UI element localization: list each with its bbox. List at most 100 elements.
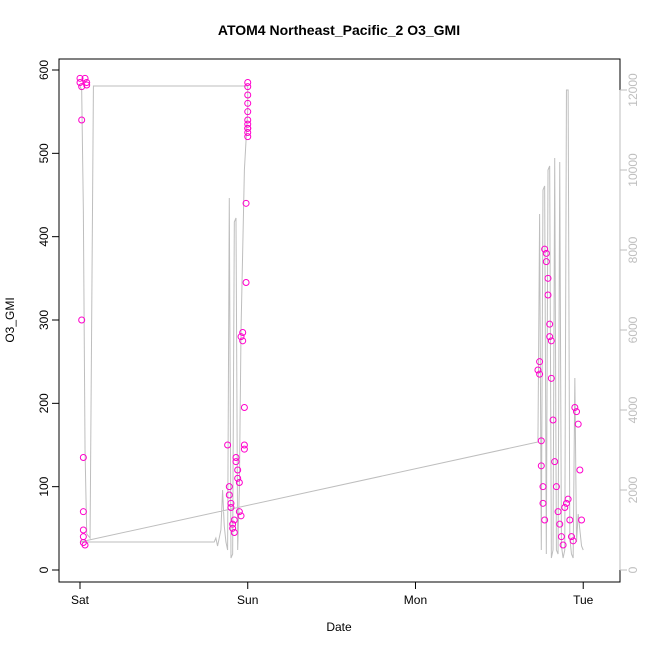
data-point [81,541,89,549]
data-point [546,333,554,341]
data-point [79,533,87,541]
series-points [76,74,586,549]
data-point [534,366,542,374]
series-line [79,85,584,559]
data-point [76,79,84,86]
data-point [566,516,574,524]
data-point [571,404,579,411]
data-point [541,516,549,524]
data-point [551,458,559,466]
data-point [237,512,245,520]
data-point [227,504,235,511]
data-point [569,537,577,545]
left-y-tick-label: 600 [37,60,51,80]
data-point [554,508,562,516]
data-point [244,116,252,124]
data-point [556,520,564,528]
right-y-tick-label: 2000 [626,476,640,503]
data-point [79,526,87,534]
data-point [567,533,575,541]
data-point [83,81,91,89]
data-point [229,520,237,528]
data-point [547,337,555,345]
data-point [240,441,248,449]
data-point [244,83,252,91]
data-point [546,320,554,328]
right-y-tick-label: 6000 [626,316,640,343]
data-point [230,529,238,536]
data-point [79,508,87,516]
left-y-axis: 0 100 200 300 400 500 600 [37,60,60,573]
left-y-tick-label: 0 [37,566,51,573]
data-point [244,133,252,141]
data-point [547,374,555,382]
data-point [541,245,549,253]
data-point [573,408,581,416]
data-point [235,479,243,486]
left-y-tick-label: 300 [37,310,51,330]
data-point [562,499,570,507]
data-point [244,124,252,132]
data-point [237,333,245,341]
left-y-tick-label: 200 [37,393,51,413]
data-point [536,358,544,366]
data-point [239,337,247,345]
y-axis-label: O3_GMI [3,297,17,342]
data-point [542,258,550,266]
x-tick-label: Sun [237,593,258,607]
right-y-tick-label: 12000 [626,73,640,107]
data-point [578,516,586,524]
right-y-tick-label: 0 [626,566,640,573]
data-point [544,274,552,282]
data-point [574,420,582,428]
data-point [244,120,252,128]
x-tick-label: Tue [573,593,594,607]
right-y-axis: 0 2000 4000 6000 8000 10000 12000 [619,73,640,573]
data-point [544,291,552,299]
data-point [542,249,550,257]
data-point [537,462,545,470]
data-point [78,83,86,91]
data-point [552,483,560,491]
data-point [232,458,240,466]
data-point [549,416,557,424]
x-axis: Sat Sun Mon Tue [71,581,594,607]
data-point [240,404,248,411]
data-point [230,516,238,524]
x-tick-label: Mon [404,593,427,607]
data-point [240,445,248,453]
data-point [242,199,250,207]
data-point [537,437,545,445]
left-y-tick-label: 500 [37,143,51,163]
right-y-tick-label: 10000 [626,153,640,187]
data-point [576,466,584,474]
data-point [536,370,544,378]
data-point [229,524,237,532]
data-point [232,454,240,461]
data-point [244,79,252,86]
data-point [539,499,547,507]
data-point [227,499,235,507]
altitude-line [79,85,584,559]
data-point [244,91,252,99]
data-point [81,74,89,82]
x-tick-label: Sat [71,593,90,607]
right-y-tick-label: 8000 [626,236,640,263]
data-point [557,533,565,541]
data-point [244,99,252,107]
data-point [234,466,242,474]
data-point [224,441,232,449]
data-point [78,116,86,124]
data-point [78,316,86,324]
left-y-tick-label: 400 [37,226,51,246]
data-point [561,504,569,511]
right-y-tick-label: 4000 [626,396,640,423]
data-point [225,483,233,491]
chart-title: ATOM4 Northeast_Pacific_2 O3_GMI [218,22,460,38]
data-point [244,108,252,116]
data-point [564,495,572,503]
data-point [225,491,233,499]
left-y-tick-label: 100 [37,476,51,496]
data-point [239,329,247,336]
